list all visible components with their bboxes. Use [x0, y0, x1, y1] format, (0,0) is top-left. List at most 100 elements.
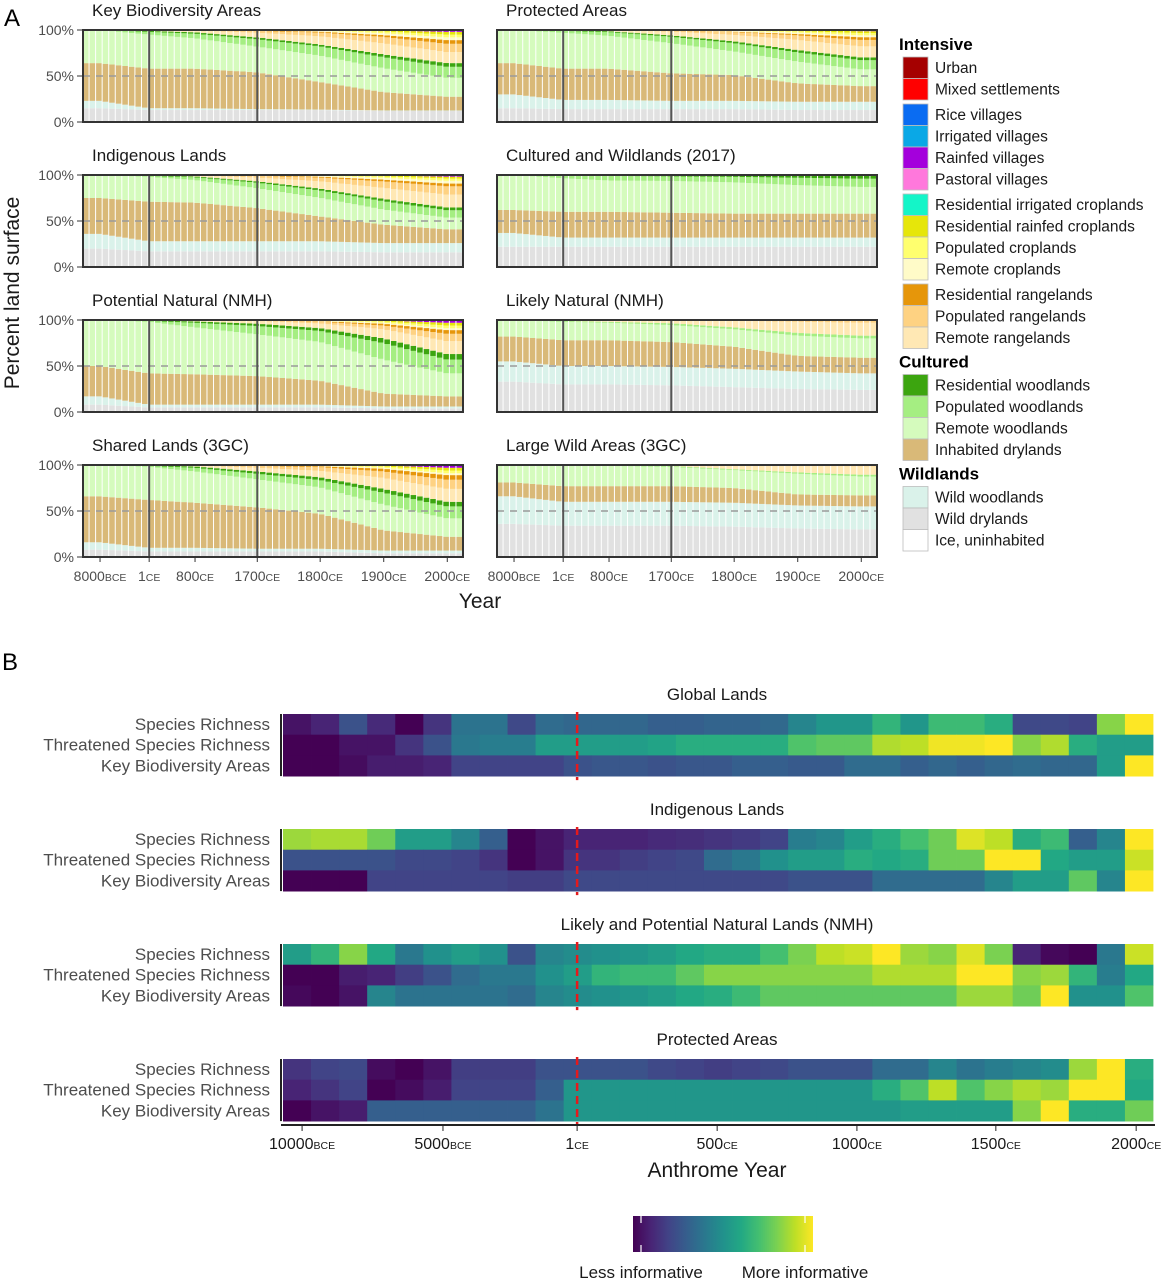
bar-segment-remote-woodlands — [318, 342, 325, 382]
bar-segment-wild-woodlands — [713, 100, 719, 110]
heatmap-x-tick-label: 1000CE — [832, 1136, 882, 1153]
bar-segment-remote-woodlands — [523, 175, 529, 211]
bar-segment-remote-croplands — [384, 323, 390, 325]
bar-segment-residential-rangelands — [331, 466, 338, 469]
bar-segment-populated-rangelands — [345, 34, 351, 40]
bar-segment-populated-woodlands — [227, 36, 233, 43]
bar-segment-wild-drylands — [706, 526, 713, 557]
bar-segment-wild-woodlands — [325, 241, 331, 252]
bar-segment-populated-woodlands — [220, 36, 227, 43]
bar-segment-wild-woodlands — [660, 501, 667, 526]
bar-segment-inhabited-drylands — [654, 486, 660, 502]
bar-segment-inhabited-drylands — [292, 378, 299, 405]
bar-segment-inhabited-drylands — [220, 504, 227, 549]
bar-segment-wild-woodlands — [536, 363, 542, 384]
bar-segment-residential-woodlands — [246, 470, 253, 474]
bar-segment-remote-rangelands — [837, 44, 844, 56]
bar-segment-populated-woodlands — [207, 178, 214, 183]
bar-segment-remote-woodlands — [96, 465, 102, 497]
bar-segment-remote-rangelands — [259, 177, 266, 182]
bar-segment-residential-rangelands — [325, 321, 331, 323]
bar-segment-inhabited-drylands — [837, 495, 844, 507]
bar-segment-inhabited-drylands — [148, 500, 155, 548]
bar-segment-inhabited-drylands — [726, 487, 732, 503]
tick-era: CE — [723, 1140, 738, 1152]
bar-segment-inhabited-drylands — [745, 489, 752, 504]
bar-segment-wild-drylands — [863, 389, 870, 412]
heatmap-cell — [872, 829, 901, 851]
bar-segment-wild-drylands — [772, 109, 778, 122]
bar-segment-wild-woodlands — [811, 372, 818, 390]
bar-segment-wild-woodlands — [128, 238, 135, 251]
bar-segment-remote-woodlands — [266, 190, 272, 210]
bar-segment-remote-croplands — [798, 32, 804, 35]
bar-segment-populated-woodlands — [371, 341, 377, 358]
bar-segment-residential-woodlands — [423, 349, 430, 355]
bar-segment-wild-woodlands — [443, 406, 449, 409]
bar-segment-remote-croplands — [759, 31, 765, 33]
bar-segment-inhabited-drylands — [358, 524, 364, 550]
bar-segment-wild-drylands — [273, 251, 279, 267]
heatmap-cell — [844, 944, 873, 966]
bar-segment-populated-rangelands — [227, 465, 233, 467]
bar-segment-populated-woodlands — [227, 471, 233, 476]
bar-segment-wild-drylands — [200, 110, 207, 122]
bar-segment-remote-woodlands — [364, 355, 371, 391]
bar-segment-remote-rangelands — [423, 485, 430, 498]
bar-segment-remote-woodlands — [384, 68, 390, 93]
bar-segment-remote-rangelands — [312, 36, 318, 45]
bar-segment-wild-drylands — [227, 551, 233, 557]
bar-segment-rainfed-villages — [423, 465, 430, 468]
heatmap-cell — [423, 964, 452, 986]
bar-segment-wild-woodlands — [246, 404, 253, 408]
bar-segment-wild-woodlands — [523, 95, 529, 109]
bar-segment-remote-woodlands — [325, 344, 331, 383]
bar-segment-wild-drylands — [562, 109, 569, 122]
bar-segment-inhabited-drylands — [253, 507, 259, 549]
bar-segment-wild-woodlands — [279, 404, 286, 408]
heatmap-cell — [760, 1059, 789, 1081]
bar-segment-populated-croplands — [338, 175, 345, 177]
bar-segment-remote-rangelands — [687, 465, 693, 467]
bar-segment-populated-rangelands — [850, 320, 857, 323]
heatmap-cell — [984, 714, 1014, 736]
bar-segment-inhabited-drylands — [569, 68, 575, 100]
bar-segment-populated-woodlands — [135, 31, 141, 34]
legend-label: Wild drylands — [935, 511, 1028, 528]
heatmap-cell — [788, 944, 817, 966]
bar-segment-remote-woodlands — [305, 340, 312, 380]
bar-segment-populated-woodlands — [693, 39, 700, 47]
bar-segment-remote-woodlands — [194, 471, 200, 503]
heatmap-cell — [1068, 964, 1098, 986]
bar-segment-wild-woodlands — [430, 406, 436, 409]
bar-segment-rainfed-villages — [449, 465, 456, 468]
bar-segment-populated-rangelands — [824, 320, 831, 323]
bar-segment-remote-croplands — [345, 466, 351, 468]
colorbar-gradient — [633, 1216, 813, 1252]
bar-segment-inhabited-drylands — [351, 87, 358, 111]
bar-segment-wild-woodlands — [811, 237, 818, 247]
bar-segment-remote-woodlands — [246, 333, 253, 376]
bar-segment-wild-drylands — [109, 249, 115, 267]
bar-segment-remote-woodlands — [338, 59, 345, 86]
bar-segment-remote-rangelands — [371, 476, 377, 488]
heatmap-cell — [844, 849, 873, 871]
bar-segment-inhabited-drylands — [785, 82, 791, 102]
bar-segment-wild-drylands — [443, 553, 449, 557]
bar-segment-populated-woodlands — [772, 330, 778, 334]
bar-segment-residential-rangelands — [436, 183, 443, 186]
bar-segment-wild-drylands — [555, 525, 562, 557]
bar-segment-remote-rangelands — [292, 179, 299, 186]
bar-segment-populated-woodlands — [449, 210, 456, 218]
bar-segment-remote-rangelands — [390, 44, 397, 56]
y-tick-label: 50% — [46, 358, 74, 374]
bar-segment-inhabited-drylands — [266, 508, 272, 549]
bar-segment-wild-drylands — [614, 525, 621, 557]
heatmap-cell — [283, 1100, 312, 1122]
legend-label: Rainfed villages — [935, 150, 1045, 167]
bar-segment-populated-woodlands — [253, 182, 259, 189]
heatmap-cell — [423, 1100, 452, 1122]
bar-segment-remote-croplands — [417, 179, 423, 182]
bar-segment-inhabited-drylands — [423, 95, 430, 111]
bar-segment-wild-woodlands — [233, 404, 240, 408]
